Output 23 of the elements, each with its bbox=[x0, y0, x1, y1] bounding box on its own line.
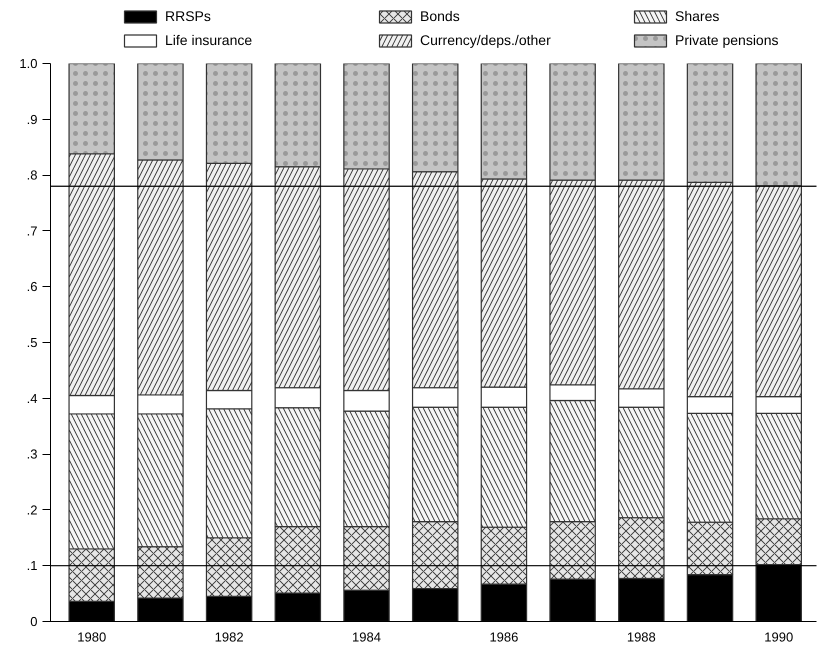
x-tick-label: 1986 bbox=[489, 630, 518, 644]
x-tick-label: 1990 bbox=[764, 630, 794, 644]
y-tick-label: .4 bbox=[26, 390, 38, 406]
y-tick-label: 1.0 bbox=[19, 56, 38, 71]
legend-label: Currency/deps./other bbox=[420, 32, 552, 48]
y-tick-label: .1 bbox=[26, 558, 38, 574]
y-tick-label: .6 bbox=[26, 279, 38, 294]
y-tick-label: .5 bbox=[26, 335, 38, 350]
legend-label: Bonds bbox=[420, 8, 461, 24]
legend-label: Life insurance bbox=[165, 32, 254, 48]
legend-label: Shares bbox=[675, 8, 720, 24]
x-tick-label: 1982 bbox=[214, 630, 244, 644]
y-tick-label: .3 bbox=[26, 446, 38, 462]
y-tick-label: .7 bbox=[26, 223, 38, 238]
x-tick-label: 1980 bbox=[77, 630, 106, 644]
legend-label: Private pensions bbox=[675, 32, 780, 48]
x-tick-label: 1984 bbox=[352, 630, 381, 644]
legend-label: RRSPs bbox=[165, 8, 212, 24]
y-tick-label: 0 bbox=[30, 614, 38, 629]
y-tick-label: .2 bbox=[26, 502, 38, 518]
y-tick-label: .9 bbox=[26, 112, 38, 127]
x-tick-label: 1988 bbox=[626, 630, 656, 644]
y-tick-label: .8 bbox=[26, 168, 38, 183]
